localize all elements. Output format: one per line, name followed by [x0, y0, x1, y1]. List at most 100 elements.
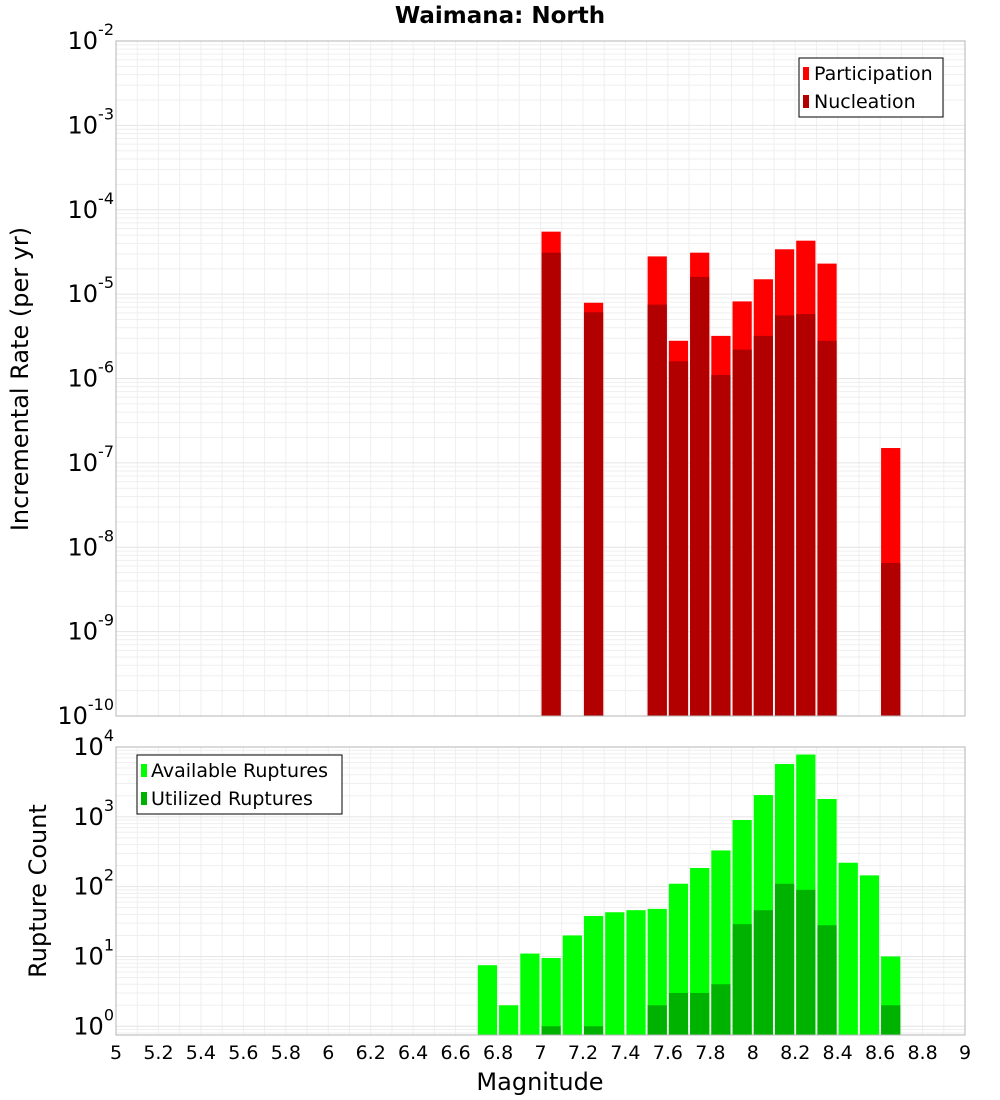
x-tick-label: 7.8: [695, 1042, 725, 1064]
x-tick-label: 7.6: [653, 1042, 683, 1064]
y-tick-exponent: -5: [98, 273, 114, 292]
x-tick-label: 6.4: [398, 1042, 428, 1064]
x-tick-label: 6.6: [440, 1042, 470, 1064]
available-ruptures-legend-label: Available Ruptures: [151, 760, 328, 782]
bottom-bars: [477, 754, 901, 1035]
x-tick-label: 5.4: [186, 1042, 216, 1064]
y-tick-label: 10-10: [57, 695, 114, 730]
y-tick-label: 104: [73, 726, 114, 761]
x-tick-label: 5.6: [228, 1042, 258, 1064]
bottom-legend-box: [136, 754, 343, 815]
y-tick-exponent: 1: [104, 935, 114, 954]
x-tick-label: 7.2: [568, 1042, 598, 1064]
x-axis-label: Magnitude: [476, 1068, 603, 1096]
nucleation-bar: [583, 312, 604, 716]
x-tick-label: 6.8: [483, 1042, 513, 1064]
y-tick-exponent: -7: [98, 442, 114, 461]
available-ruptures-bar: [499, 1005, 519, 1035]
y-tick-label: 10-6: [68, 358, 115, 393]
available-ruptures-bar: [520, 953, 540, 1035]
nucleation-bar: [796, 314, 816, 716]
utilized-ruptures-bar: [668, 992, 689, 1035]
utilized-ruptures-bar: [732, 924, 752, 1035]
nucleation-bar: [817, 340, 837, 716]
y-tick-base: 10: [73, 803, 104, 831]
utilized-ruptures-bar: [774, 883, 795, 1035]
available-ruptures-bar: [859, 875, 880, 1035]
available-ruptures-bar: [838, 862, 858, 1035]
y-tick-base: 10: [68, 618, 99, 646]
y-tick-label: 10-5: [68, 273, 115, 308]
y-tick-exponent: -2: [98, 20, 114, 39]
y-tick-exponent: 2: [104, 866, 114, 885]
nucleation-bar: [668, 361, 689, 716]
nucleation-bar: [881, 563, 901, 716]
available-ruptures-bar: [562, 935, 582, 1035]
x-tick-label: 5.8: [271, 1042, 301, 1064]
y-tick-label: 10-4: [68, 189, 115, 224]
y-tick-base: 10: [68, 533, 99, 561]
y-tick-label: 10-7: [68, 442, 115, 477]
x-tick-label: 6.2: [356, 1042, 386, 1064]
utilized-ruptures-bar: [541, 1026, 561, 1035]
y-tick-label: 103: [73, 796, 114, 831]
nucleation-bar: [732, 349, 752, 716]
y-tick-exponent: -3: [98, 104, 114, 123]
x-tick-label: 8.2: [780, 1042, 810, 1064]
y-tick-base: 10: [68, 111, 99, 139]
utilized-ruptures-bar: [690, 992, 710, 1035]
utilized-ruptures-bar: [796, 889, 816, 1035]
available-ruptures-bar: [647, 908, 667, 1035]
nucleation-bar: [690, 276, 710, 716]
x-tick-label: 8.8: [907, 1042, 937, 1064]
y-tick-label: 100: [73, 1005, 114, 1040]
available-ruptures-bar: [583, 915, 604, 1035]
x-tick-label: 7.4: [610, 1042, 640, 1064]
available-ruptures-bar: [626, 910, 646, 1035]
top-plot-frame: [115, 40, 966, 717]
y-tick-base: 10: [68, 449, 99, 477]
utilized-ruptures-bar: [753, 910, 773, 1035]
y-tick-exponent: -10: [88, 695, 114, 714]
x-tick-label: 6: [322, 1042, 334, 1064]
y-tick-exponent: -8: [98, 526, 114, 545]
x-tick-label: 8: [747, 1042, 759, 1064]
nucleation-bar: [647, 304, 667, 716]
y-tick-base: 10: [57, 702, 88, 730]
y-tick-label: 10-3: [68, 104, 115, 139]
y-tick-base: 10: [73, 1012, 104, 1040]
nucleation-bar: [753, 335, 773, 716]
y-tick-base: 10: [73, 873, 104, 901]
y-tick-label: 10-9: [68, 611, 115, 646]
bottom-x-ticks: 5 5.2 5.4 5.6 5.8 6 6.2 6.4 6.6 6.8 7 7.2 7.4 7.6 7.8 8…: [110, 1042, 971, 1064]
x-tick-label: 7: [534, 1042, 546, 1064]
participation-legend-label: Participation: [814, 63, 933, 85]
utilized-ruptures-bar: [583, 1026, 604, 1035]
y-tick-base: 10: [73, 733, 104, 761]
participation-legend-swatch: [803, 67, 809, 80]
y-tick-base: 10: [73, 942, 104, 970]
utilized-ruptures-bar: [711, 984, 731, 1035]
nucleation-legend-label: Nucleation: [814, 91, 916, 113]
x-tick-label: 9: [959, 1042, 971, 1064]
available-ruptures-bar: [605, 912, 625, 1035]
top-legend-box: [798, 57, 944, 118]
x-tick-label: 5.2: [143, 1042, 173, 1064]
top-grid: [115, 40, 966, 717]
nucleation-legend-swatch: [803, 95, 809, 108]
top-legend: Participation Nucleation: [798, 57, 944, 118]
y-tick-base: 10: [68, 196, 99, 224]
nucleation-bar: [711, 375, 731, 716]
utilized-ruptures-bar: [881, 1005, 901, 1035]
top-y-axis-label: Incremental Rate (per yr): [6, 227, 34, 531]
y-tick-label: 10-2: [68, 20, 115, 55]
utilized-ruptures-legend-swatch: [141, 792, 147, 805]
available-ruptures-bar: [477, 965, 498, 1035]
y-tick-label: 102: [73, 866, 114, 901]
y-tick-exponent: -6: [98, 358, 114, 377]
y-tick-base: 10: [68, 365, 99, 393]
bottom-plot-frame: [115, 746, 966, 1036]
